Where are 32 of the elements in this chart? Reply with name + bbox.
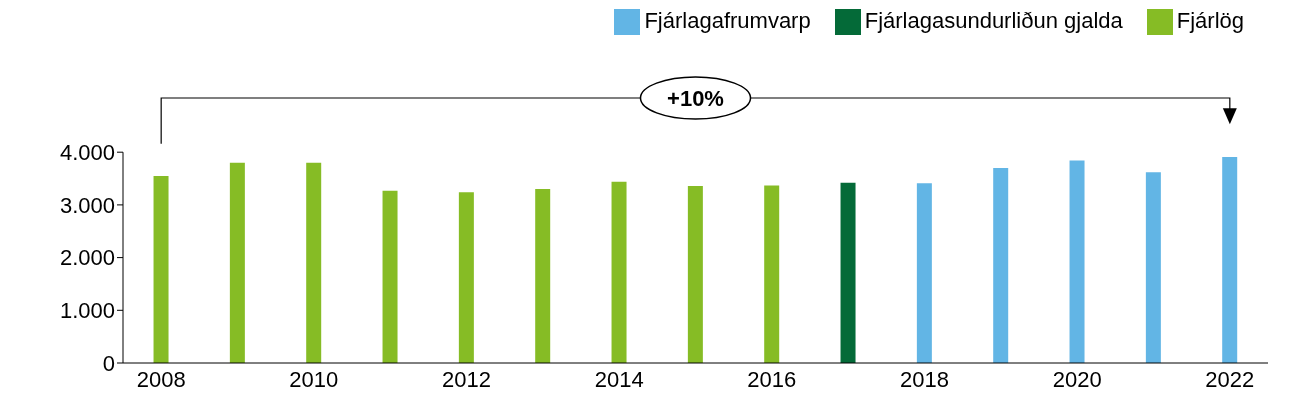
bar (916, 183, 932, 363)
x-tick-label: 2012 (442, 366, 491, 392)
legend-label: Fjárlagasundurliðun gjalda (864, 8, 1123, 33)
bar (1069, 160, 1085, 363)
bar (306, 162, 322, 363)
y-tick-label: 0 (102, 350, 115, 376)
x-tick-label: 2008 (136, 366, 186, 392)
bar (458, 192, 474, 363)
bar (993, 168, 1009, 363)
legend-label: Fjárlagafrumvarp (644, 8, 811, 33)
bar (764, 185, 780, 363)
y-tick-label: 3.000 (59, 192, 115, 218)
y-tick-label: 4.000 (59, 140, 115, 165)
text: +10% (667, 86, 724, 111)
x-tick-label: 2016 (747, 366, 797, 392)
y-tick-label: 2.000 (59, 245, 115, 271)
bar (229, 162, 245, 363)
bar (840, 182, 856, 363)
bar (382, 190, 398, 363)
x-tick-label: 2020 (1052, 366, 1102, 392)
bar (687, 185, 703, 363)
x-tick-label: 2014 (594, 366, 644, 392)
bar (535, 189, 551, 363)
y-tick-label: 1.000 (59, 298, 115, 324)
bar (1145, 172, 1161, 363)
legend-label: Fjárlög (1176, 8, 1244, 33)
bar (153, 175, 169, 363)
x-tick-label: 2010 (289, 366, 339, 392)
x-tick-label: 2018 (900, 366, 949, 392)
bar (1222, 156, 1238, 363)
x-tick-label: 2022 (1205, 366, 1255, 392)
bar (611, 181, 627, 363)
